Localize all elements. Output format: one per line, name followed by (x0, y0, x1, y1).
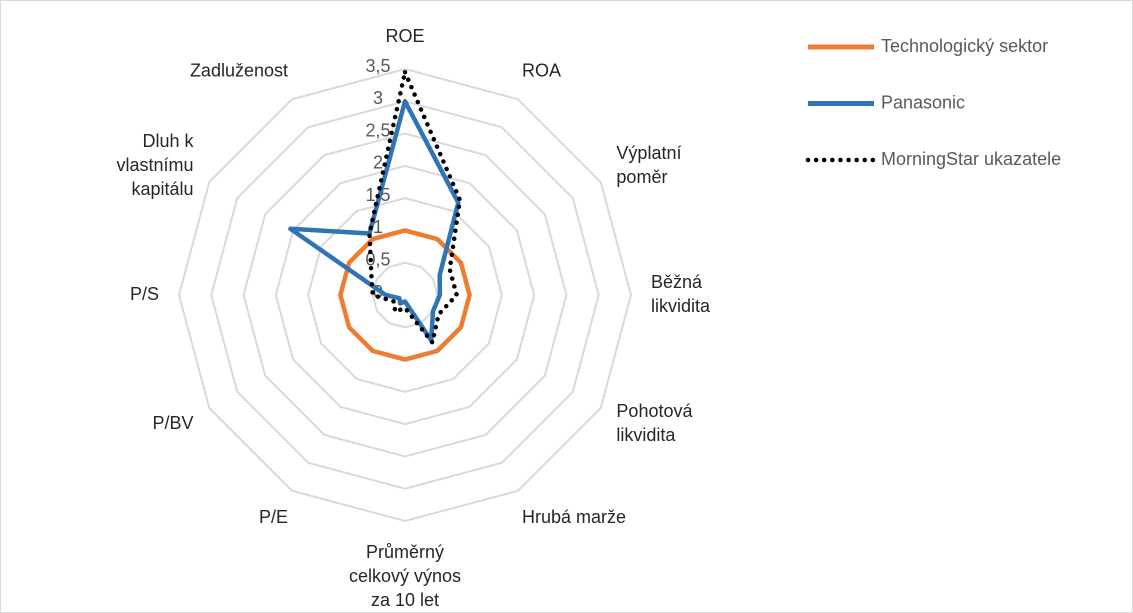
category-label: Hrubá marže (522, 507, 626, 527)
grid-ring (371, 261, 439, 329)
category-label: Průměrný (366, 542, 444, 562)
category-label: Dluh k (143, 131, 195, 151)
y-tick-label: 1 (373, 217, 383, 237)
grid-ring (242, 132, 568, 458)
series-line (338, 228, 472, 362)
category-label: likvidita (616, 425, 676, 445)
legend-label: Technologický sektor (881, 36, 1048, 56)
category-label: kapitálu (132, 179, 194, 199)
category-label: poměr (616, 167, 667, 187)
y-tick-label: 2 (373, 153, 383, 173)
series-line (288, 99, 461, 343)
category-label: P/BV (153, 413, 194, 433)
category-label: Pohotová (616, 401, 693, 421)
y-tick-label: 2,5 (365, 120, 390, 140)
legend-label: MorningStar ukazatele (881, 149, 1061, 169)
category-label: Zadluženost (190, 60, 288, 80)
category-label: P/S (130, 284, 159, 304)
legend-label: Panasonic (881, 92, 965, 112)
category-label: Výplatní (616, 143, 681, 163)
category-label: P/E (259, 507, 288, 527)
category-label: ROE (385, 26, 424, 46)
category-label: za 10 let (371, 590, 439, 610)
category-label: vlastnímu (117, 155, 194, 175)
category-label: ROA (522, 60, 561, 80)
grid-ring (307, 197, 503, 393)
series-line (367, 69, 463, 345)
y-tick-label: 0,5 (365, 249, 390, 269)
category-label: celkový výnos (349, 566, 461, 586)
y-tick-label: 3,5 (365, 56, 390, 76)
grid-ring (177, 67, 633, 523)
y-tick-label: 3 (373, 88, 383, 108)
category-label: Běžná (651, 272, 703, 292)
grid-ring (210, 100, 600, 490)
category-label: likvidita (651, 296, 711, 316)
